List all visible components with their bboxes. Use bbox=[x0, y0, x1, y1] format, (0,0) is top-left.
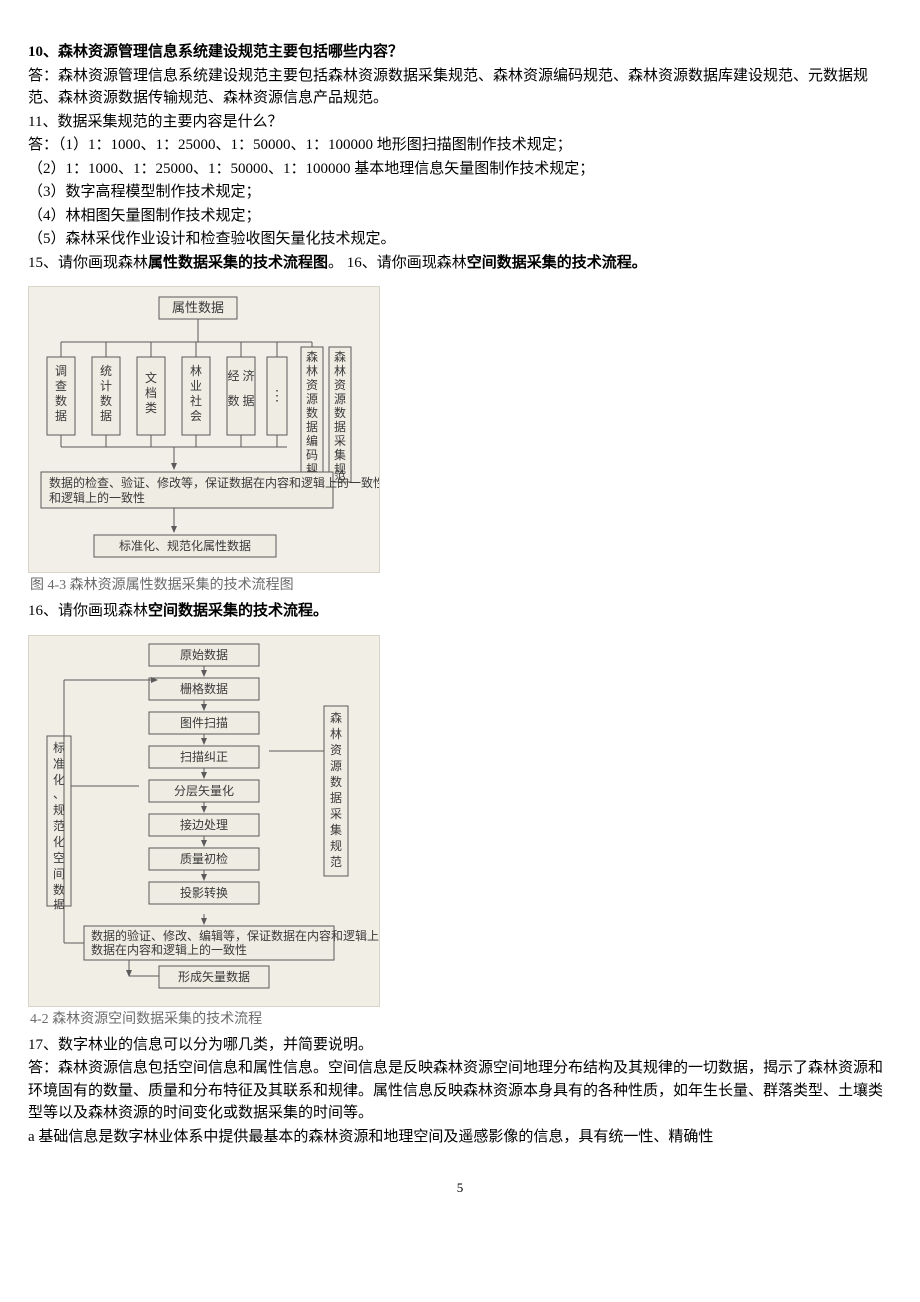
svg-text:数: 数 bbox=[55, 393, 67, 408]
svg-text:准: 准 bbox=[53, 757, 65, 771]
svg-text:资: 资 bbox=[330, 743, 342, 757]
svg-text:数据在内容和逻辑上的一致性: 数据在内容和逻辑上的一致性 bbox=[91, 942, 247, 957]
svg-text:据: 据 bbox=[54, 897, 65, 911]
svg-text:原始数据: 原始数据 bbox=[180, 647, 228, 662]
diagram2-caption: 4-2 森林资源空间数据采集的技术流程 bbox=[30, 1009, 892, 1030]
svg-text:林: 林 bbox=[334, 364, 346, 378]
svg-text:数: 数 bbox=[334, 405, 346, 420]
diagram1-caption: 图 4-3 森林资源属性数据采集的技术流程图 bbox=[30, 575, 892, 596]
diagram-spatial-flow: 原始数据栅格数据图件扫描扫描纠正分层矢量化接边处理质量初检投影转换 标准化、规范… bbox=[28, 635, 380, 1007]
q16-line: 16、请你画现森林空间数据采集的技术流程。 bbox=[28, 600, 892, 623]
svg-text:据: 据 bbox=[100, 409, 112, 423]
svg-text:资: 资 bbox=[306, 378, 318, 392]
svg-text:空: 空 bbox=[53, 851, 65, 865]
svg-text:化: 化 bbox=[53, 835, 65, 849]
svg-text:规: 规 bbox=[330, 838, 342, 853]
svg-text:林: 林 bbox=[330, 727, 342, 741]
q11-a5: （5）森林采伐作业设计和检查验收图矢量化技术规定。 bbox=[28, 228, 892, 251]
svg-text:分层矢量化: 分层矢量化 bbox=[174, 784, 234, 798]
svg-text:数: 数 bbox=[330, 774, 342, 789]
svg-text:源: 源 bbox=[334, 392, 346, 406]
svg-text:和逻辑上的一致性: 和逻辑上的一致性 bbox=[49, 490, 145, 505]
svg-text:⋮: ⋮ bbox=[270, 389, 284, 404]
svg-text:森: 森 bbox=[306, 349, 318, 364]
svg-text:化: 化 bbox=[53, 773, 65, 787]
svg-text:档: 档 bbox=[145, 386, 157, 400]
svg-text:码: 码 bbox=[306, 448, 318, 462]
svg-text:社: 社 bbox=[190, 393, 202, 408]
svg-text:采: 采 bbox=[334, 434, 346, 448]
svg-text:形成矢量数据: 形成矢量数据 bbox=[178, 969, 250, 984]
svg-text:标准化、规范化属性数据: 标准化、规范化属性数据 bbox=[119, 538, 251, 553]
svg-text:据: 据 bbox=[334, 420, 346, 434]
svg-text:计: 计 bbox=[100, 379, 112, 393]
svg-text:范: 范 bbox=[330, 855, 342, 869]
page-number: 5 bbox=[28, 1178, 892, 1198]
svg-text:数: 数 bbox=[53, 882, 65, 897]
svg-text:森: 森 bbox=[334, 349, 346, 364]
svg-text:据: 据 bbox=[306, 420, 318, 434]
q11-a1: 答：（1）1：1000、1：25000、1：50000、1：100000 地形图… bbox=[28, 134, 892, 157]
svg-text:属性数据: 属性数据 bbox=[172, 300, 224, 315]
svg-text:据: 据 bbox=[55, 409, 67, 423]
svg-text:集: 集 bbox=[334, 447, 346, 462]
svg-text:质量初检: 质量初检 bbox=[180, 851, 228, 866]
svg-text:规: 规 bbox=[53, 802, 65, 817]
svg-text:林: 林 bbox=[306, 364, 318, 378]
svg-text:数 据: 数 据 bbox=[227, 393, 254, 408]
svg-text:调: 调 bbox=[55, 364, 67, 378]
q11-a2: （2）1：1000、1：25000、1：50000、1：100000 基本地理信… bbox=[28, 158, 892, 181]
q17-a2: a 基础信息是数字林业体系中提供最基本的森林资源和地理空间及遥感影像的信息，具有… bbox=[28, 1126, 892, 1149]
svg-text:类: 类 bbox=[145, 401, 157, 415]
svg-text:范: 范 bbox=[53, 819, 65, 833]
svg-text:接边处理: 接边处理 bbox=[180, 817, 228, 832]
q15-line: 15、请你画现森林属性数据采集的技术流程图。 16、请你画现森林空间数据采集的技… bbox=[28, 252, 892, 275]
svg-text:查: 查 bbox=[55, 379, 67, 393]
q17-a1: 答：森林资源信息包括空间信息和属性信息。空间信息是反映森林资源空间地理分布结构及… bbox=[28, 1057, 892, 1125]
q11-a4: （4）林相图矢量图制作技术规定； bbox=[28, 205, 892, 228]
svg-text:采: 采 bbox=[330, 807, 342, 821]
svg-text:业: 业 bbox=[190, 379, 202, 393]
diagram-attribute-flow: 属性数据 调查数据 统计数据 文档类 林业社会 经 济数 据 ⋮ 森林资源数据编… bbox=[28, 286, 380, 573]
q17-title: 17、数字林业的信息可以分为哪几类，并简要说明。 bbox=[28, 1034, 892, 1057]
svg-text:数: 数 bbox=[306, 405, 318, 420]
svg-text:会: 会 bbox=[190, 409, 202, 423]
svg-text:森: 森 bbox=[330, 710, 342, 725]
svg-text:据: 据 bbox=[330, 791, 342, 805]
svg-text:投影转换: 投影转换 bbox=[180, 885, 228, 900]
svg-text:间: 间 bbox=[53, 867, 65, 881]
svg-text:源: 源 bbox=[330, 759, 342, 773]
svg-text:标: 标 bbox=[53, 741, 65, 755]
svg-text:林: 林 bbox=[190, 364, 202, 378]
svg-text:扫描纠正: 扫描纠正 bbox=[180, 750, 228, 764]
svg-text:图件扫描: 图件扫描 bbox=[180, 716, 228, 730]
svg-text:源: 源 bbox=[306, 392, 318, 406]
svg-text:文: 文 bbox=[145, 370, 157, 385]
q10-answer: 答：森林资源管理信息系统建设规范主要包括森林资源数据采集规范、森林资源编码规范、… bbox=[28, 65, 892, 110]
svg-text:数据的验证、修改、编辑等，保证数据在内容和逻辑上的一致性: 数据的验证、修改、编辑等，保证数据在内容和逻辑上的一致性 bbox=[91, 928, 380, 943]
q10-title: 10、森林资源管理信息系统建设规范主要包括哪些内容？ bbox=[28, 41, 892, 64]
svg-text:数: 数 bbox=[100, 393, 112, 408]
svg-text:统: 统 bbox=[100, 364, 112, 378]
q11-a3: （3）数字高程模型制作技术规定； bbox=[28, 181, 892, 204]
svg-text:数据的检查、验证、修改等，保证数据在内容和逻辑上的一致性: 数据的检查、验证、修改等，保证数据在内容和逻辑上的一致性 bbox=[49, 475, 380, 490]
svg-text:、: 、 bbox=[53, 787, 65, 801]
svg-text:集: 集 bbox=[330, 822, 342, 837]
svg-text:经 济: 经 济 bbox=[227, 368, 254, 383]
svg-text:栅格数据: 栅格数据 bbox=[180, 681, 228, 696]
svg-text:编: 编 bbox=[306, 433, 318, 448]
svg-text:资: 资 bbox=[334, 378, 346, 392]
q11-title: 11、数据采集规范的主要内容是什么？ bbox=[28, 111, 892, 134]
